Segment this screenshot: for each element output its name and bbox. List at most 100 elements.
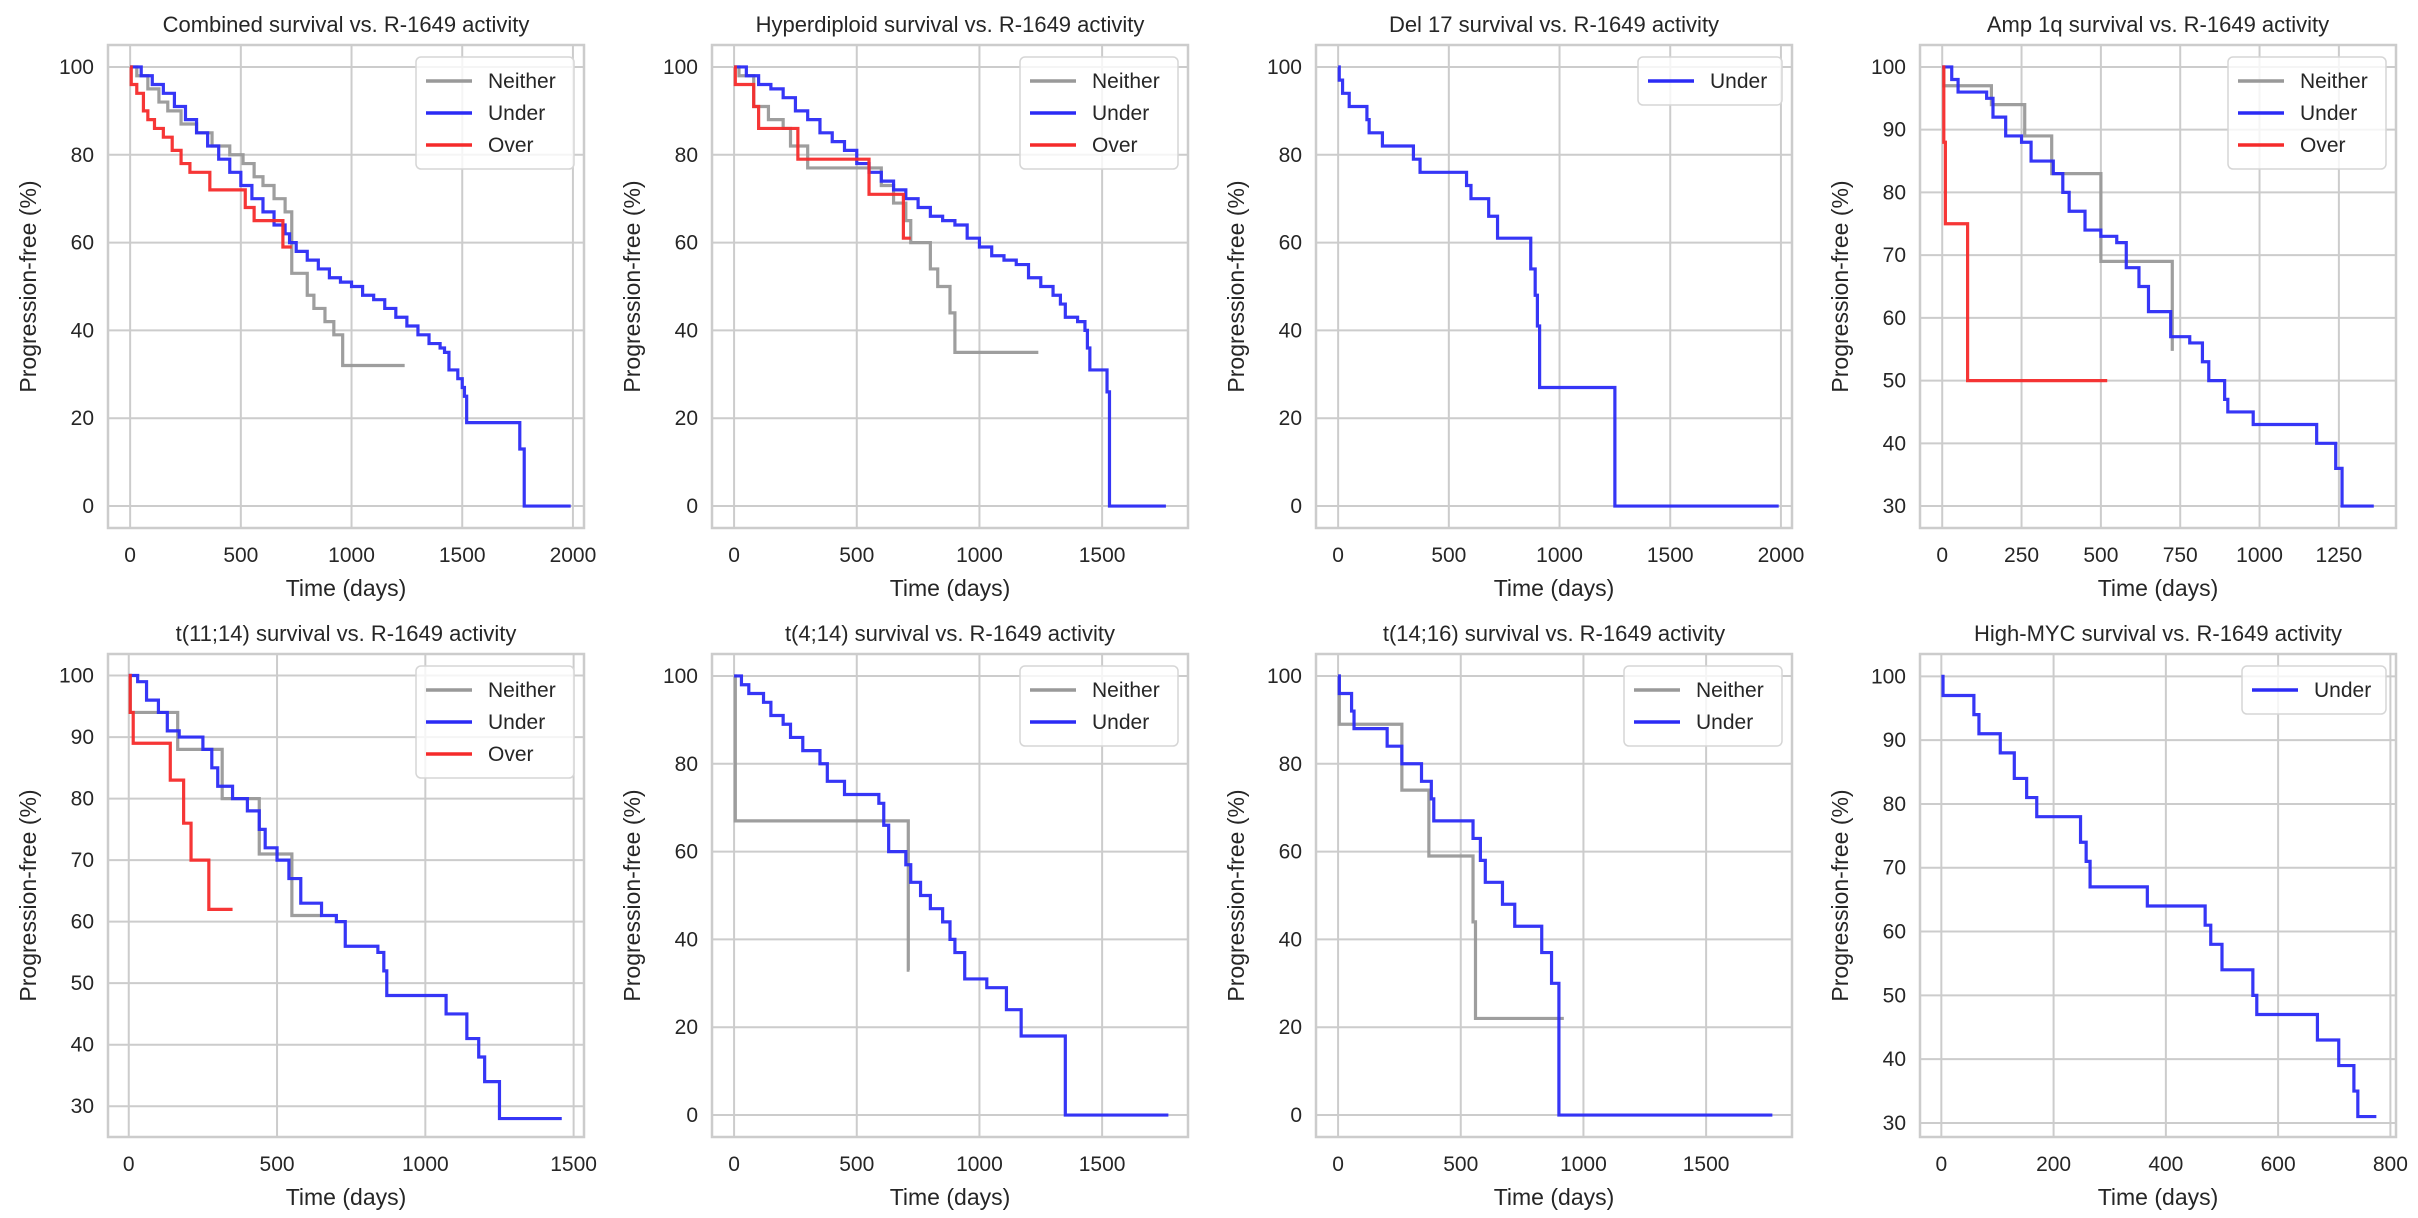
y-tick-label: 100 <box>59 665 94 688</box>
x-tick-label: 1500 <box>1647 544 1694 567</box>
y-axis-label: Progression-free (%) <box>1827 789 1853 1001</box>
legend-label: Over <box>1092 134 1138 157</box>
y-tick-label: 60 <box>71 911 94 934</box>
y-tick-label: 0 <box>686 1104 698 1127</box>
y-tick-label: 40 <box>71 1034 94 1057</box>
legend-label: Under <box>1696 711 1753 734</box>
y-tick-label: 50 <box>1883 370 1906 393</box>
x-tick-label: 600 <box>2261 1153 2296 1176</box>
y-tick-label: 20 <box>1279 407 1302 430</box>
legend-box <box>2241 665 2387 715</box>
y-tick-label: 20 <box>675 407 698 430</box>
x-tick-label: 500 <box>223 544 258 567</box>
x-tick-label: 1500 <box>1683 1153 1730 1176</box>
x-tick-label: 1500 <box>550 1153 597 1176</box>
y-tick-label: 60 <box>675 232 698 255</box>
km-curve-under <box>1941 674 2377 1119</box>
y-axis-label: Progression-free (%) <box>1827 180 1853 392</box>
y-tick-label: 90 <box>71 726 94 749</box>
chart-panel-7: High-MYC survival vs. R-1649 activity 0 20… <box>1827 621 2408 1210</box>
x-axis-label: Time (days) <box>1494 575 1615 601</box>
x-tick-label: 1500 <box>439 544 486 567</box>
y-tick-label: 20 <box>1279 1016 1302 1039</box>
km-curve-neither <box>734 65 1039 354</box>
y-tick-label: 20 <box>675 1016 698 1039</box>
legend: Neither Under Over <box>415 665 575 779</box>
y-tick-label: 100 <box>1871 56 1906 79</box>
x-tick-label: 750 <box>2163 544 2198 567</box>
legend-label: Over <box>488 134 534 157</box>
legend-box <box>1019 665 1179 747</box>
chart-panel-4: t(11;14) survival vs. R-1649 activity 0 50… <box>15 621 597 1210</box>
chart-title: Combined survival vs. R-1649 activity <box>163 12 530 37</box>
x-tick-label: 1500 <box>1079 544 1126 567</box>
x-tick-label: 1500 <box>1079 1153 1126 1176</box>
x-axis-label: Time (days) <box>2098 1184 2219 1210</box>
plot-frame <box>710 43 1190 530</box>
x-tick-label: 1250 <box>2316 544 2363 567</box>
km-curve-under <box>1337 674 1773 1117</box>
plot-frame <box>106 652 586 1139</box>
y-tick-label: 0 <box>1290 495 1302 518</box>
y-tick-label: 30 <box>71 1095 94 1118</box>
y-tick-label: 60 <box>1883 921 1906 944</box>
x-tick-label: 500 <box>839 1153 874 1176</box>
legend-label: Neither <box>488 679 556 702</box>
legend-box <box>415 56 575 170</box>
x-tick-label: 500 <box>2083 544 2118 567</box>
legend-label: Under <box>1710 70 1767 93</box>
y-tick-label: 100 <box>663 56 698 79</box>
x-tick-label: 500 <box>1431 544 1466 567</box>
plot-frame <box>1314 43 1794 530</box>
km-curve-over <box>128 673 233 911</box>
x-tick-label: 1000 <box>956 544 1003 567</box>
x-tick-label: 500 <box>839 544 874 567</box>
y-tick-label: 80 <box>675 753 698 776</box>
km-curve-over <box>733 65 911 240</box>
legend-label: Under <box>1092 102 1149 125</box>
x-tick-label: 2000 <box>550 544 597 567</box>
legend-box <box>1019 56 1179 170</box>
x-axis-label: Time (days) <box>286 1184 407 1210</box>
y-tick-label: 60 <box>1279 232 1302 255</box>
plot-frame <box>710 652 1190 1139</box>
x-axis-label: Time (days) <box>890 575 1011 601</box>
chart-panel-2: Del 17 survival vs. R-1649 activity 0 500 1… <box>1223 12 1805 601</box>
legend: Neither Under <box>1623 665 1783 747</box>
km-curve-neither <box>130 65 405 368</box>
y-tick-label: 30 <box>1883 495 1906 518</box>
y-tick-label: 60 <box>71 232 94 255</box>
y-tick-label: 60 <box>1883 307 1906 330</box>
chart-title: Del 17 survival vs. R-1649 activity <box>1389 12 1719 37</box>
plot-frame <box>1918 43 2398 530</box>
km-curve-under <box>130 65 571 508</box>
x-tick-label: 2000 <box>1758 544 1805 567</box>
x-tick-label: 500 <box>1443 1153 1478 1176</box>
y-tick-label: 60 <box>1279 841 1302 864</box>
legend-box <box>2227 56 2387 170</box>
chart-panel-3: Amp 1q survival vs. R-1649 activity 0 250 5… <box>1827 12 2398 601</box>
km-curve-neither <box>1942 65 2174 351</box>
y-tick-label: 70 <box>1883 244 1906 267</box>
y-tick-label: 0 <box>1290 1104 1302 1127</box>
legend: Under <box>2241 665 2387 715</box>
x-tick-label: 0 <box>123 1153 135 1176</box>
km-curve-neither <box>1337 674 1564 1021</box>
y-tick-label: 60 <box>675 841 698 864</box>
y-tick-label: 40 <box>71 319 94 342</box>
km-curve-under <box>128 673 562 1121</box>
legend: Neither Under Over <box>415 56 575 170</box>
y-tick-label: 80 <box>1279 753 1302 776</box>
y-tick-label: 40 <box>1883 432 1906 455</box>
legend: Neither Under <box>1019 665 1179 747</box>
legend-box <box>1637 56 1783 106</box>
legend: Neither Under Over <box>2227 56 2387 170</box>
legend-label: Under <box>488 711 545 734</box>
km-curve-under <box>1337 65 1779 508</box>
legend-label: Neither <box>1092 679 1160 702</box>
y-axis-label: Progression-free (%) <box>15 789 41 1001</box>
x-tick-label: 0 <box>124 544 136 567</box>
y-tick-label: 40 <box>1883 1048 1906 1071</box>
y-tick-label: 50 <box>1883 984 1906 1007</box>
